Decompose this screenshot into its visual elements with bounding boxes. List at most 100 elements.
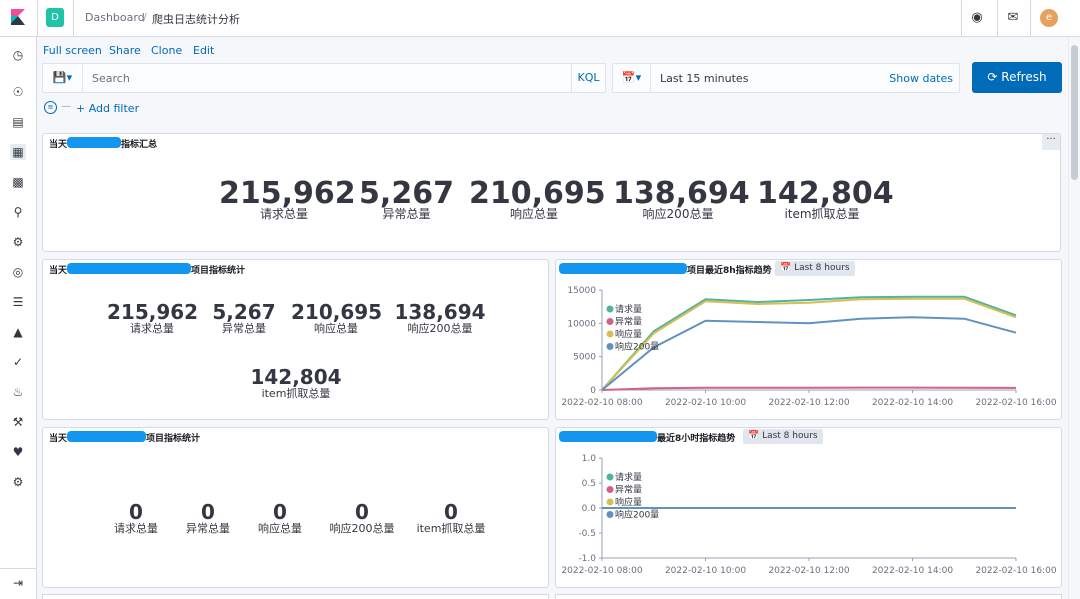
uptime-icon[interactable]: ✓ xyxy=(12,355,24,369)
logs-icon[interactable]: ☰ xyxy=(12,295,24,309)
metric-errors: 5,267 异常总量 xyxy=(209,300,279,336)
metric-requests: 215,962 请求总量 xyxy=(107,300,198,336)
user-avatar[interactable]: e xyxy=(1040,9,1058,27)
x-tick-label: 2022-02-10 14:00 xyxy=(872,566,953,576)
visualize-icon[interactable]: ▤ xyxy=(12,115,24,129)
badge-label: Last 8 hours xyxy=(794,263,850,273)
y-tick-label: 0 xyxy=(590,386,596,396)
badge-label: Last 8 hours xyxy=(762,431,818,441)
legend-label: 异常量 xyxy=(615,484,642,496)
y-tick-label: 0.0 xyxy=(582,504,597,514)
search-input[interactable]: Search xyxy=(92,72,130,85)
metric-value: 0 xyxy=(355,500,369,524)
side-nav: ◷ ☉ ▤ ▦ ▩ ⚲ ⚙ ◎ ☰ ▲ ✓ ♨ ⚒ ♥ ⚙ ⇥ xyxy=(0,37,37,599)
panel-title-suffix: 项目最近8h指标趋势 xyxy=(687,266,772,276)
panel-title-suffix: 项目指标统计 xyxy=(191,266,246,276)
legend-swatch xyxy=(606,498,614,506)
page-scrollbar[interactable] xyxy=(1068,37,1080,599)
redacted-text xyxy=(67,431,146,442)
canvas-icon[interactable]: ▩ xyxy=(12,175,24,189)
recently-viewed-icon[interactable]: ◷ xyxy=(12,48,24,62)
metric-value: 5,267 xyxy=(212,300,276,324)
x-tick-label: 2022-02-10 16:00 xyxy=(975,398,1056,408)
apm-icon[interactable]: ▲ xyxy=(13,325,23,339)
dashboard-icon[interactable]: ▦ xyxy=(10,144,26,160)
panel-title-suffix: 最近8小时指标趋势 xyxy=(657,434,736,444)
time-range-text[interactable]: Last 15 minutes xyxy=(660,72,749,85)
metric-label: 请求总量 xyxy=(259,207,308,221)
metric-items: 142,804 item抓取总量 xyxy=(757,176,894,222)
redacted-text xyxy=(559,431,657,442)
show-dates-link[interactable]: Show dates xyxy=(889,72,953,85)
metric-responses: 210,695 响应总量 xyxy=(469,176,606,222)
time-range-badge[interactable]: 📅 Last 8 hours xyxy=(743,429,823,444)
calendar-quick-menu-button[interactable]: 📅▾ xyxy=(613,64,651,92)
monitoring-icon[interactable]: ♥ xyxy=(12,445,24,459)
legend-swatch xyxy=(606,473,614,481)
metric-label: item抓取总量 xyxy=(261,387,331,400)
x-tick-label: 2022-02-10 10:00 xyxy=(665,398,746,408)
next-panel-edge xyxy=(555,594,1062,599)
add-filter-link[interactable]: + Add filter xyxy=(76,102,140,115)
header-divider xyxy=(73,0,74,37)
kql-toggle-button[interactable]: KQL xyxy=(571,64,605,92)
metric-value: 0 xyxy=(129,500,143,524)
ml-icon[interactable]: ⚙ xyxy=(12,235,24,249)
time-range-badge[interactable]: 📅 Last 8 hours xyxy=(775,261,855,276)
metric-value: 142,804 xyxy=(250,365,342,389)
saved-query-button[interactable]: 💾▾ xyxy=(43,64,83,92)
redacted-text xyxy=(67,137,121,148)
legend-label: 响应200量 xyxy=(615,509,659,521)
metric-value: 142,804 xyxy=(757,176,894,211)
help-icon[interactable]: ◉ xyxy=(971,10,983,25)
metric-label: 请求总量 xyxy=(130,322,174,335)
series-line xyxy=(601,316,1017,391)
x-tick-label: 2022-02-10 16:00 xyxy=(975,566,1056,576)
panel-options-button[interactable]: ··· xyxy=(1042,134,1060,150)
metric-label: 响应200总量 xyxy=(407,322,473,335)
maps-icon[interactable]: ⚲ xyxy=(13,205,23,219)
mail-icon[interactable]: ✉ xyxy=(1007,10,1019,25)
discover-icon[interactable]: ☉ xyxy=(12,85,24,99)
breadcrumb-separator: / xyxy=(143,11,147,24)
metric-responses-200: 138,694 响应200总量 xyxy=(613,176,750,222)
space-avatar[interactable]: D xyxy=(46,8,64,27)
collapse-nav-icon[interactable]: ⇥ xyxy=(12,576,24,590)
series-line xyxy=(601,297,1017,391)
metric-errors: 0 异常总量 xyxy=(173,500,243,536)
management-icon[interactable]: ⚙ xyxy=(12,475,24,489)
infrastructure-icon[interactable]: ◎ xyxy=(12,265,24,279)
filter-options-icon[interactable]: ≡ xyxy=(44,101,57,114)
x-tick-label: 2022-02-10 14:00 xyxy=(872,398,953,408)
legend-swatch xyxy=(606,305,614,313)
y-tick-label: 10000 xyxy=(567,319,596,329)
siem-icon[interactable]: ♨ xyxy=(12,385,24,399)
metric-value: 0 xyxy=(444,500,458,524)
header-divider xyxy=(37,0,38,37)
trend-chart-panel-a: 项目最近8h指标趋势 📅 Last 8 hours 15000 10000 5000… xyxy=(555,259,1062,420)
breadcrumb-dashboard[interactable]: Dashboard xyxy=(85,11,145,24)
metric-items: 142,804 item抓取总量 xyxy=(249,365,343,401)
edit-link[interactable]: Edit xyxy=(193,44,215,57)
full-screen-link[interactable]: Full screen xyxy=(43,44,102,57)
refresh-button[interactable]: ⟳ Refresh xyxy=(972,62,1062,93)
scrollbar-thumb[interactable] xyxy=(1071,45,1078,180)
kibana-logo-icon[interactable] xyxy=(9,8,27,26)
legend-swatch xyxy=(606,511,614,518)
x-tick-label: 2022-02-10 10:00 xyxy=(665,566,746,576)
share-link[interactable]: Share xyxy=(109,44,141,57)
refresh-icon: ⟳ xyxy=(987,70,1002,84)
panel-title-suffix: 指标汇总 xyxy=(121,140,158,150)
metric-requests: 215,962 请求总量 xyxy=(219,176,356,222)
y-tick-label: 15000 xyxy=(567,286,596,296)
metric-value: 5,267 xyxy=(359,176,454,211)
y-tick-label: 1.0 xyxy=(582,454,597,464)
x-tick-label: 2022-02-10 08:00 xyxy=(561,566,642,576)
clone-link[interactable]: Clone xyxy=(151,44,183,57)
dev-tools-icon[interactable]: ⚒ xyxy=(12,415,24,429)
metric-responses-200: 138,694 响应200总量 xyxy=(393,300,487,336)
legend-label: 响应量 xyxy=(615,328,642,340)
x-tick-label: 2022-02-10 12:00 xyxy=(768,566,849,576)
metric-label: 响应总量 xyxy=(258,522,302,535)
y-tick-label: 5000 xyxy=(573,353,596,363)
